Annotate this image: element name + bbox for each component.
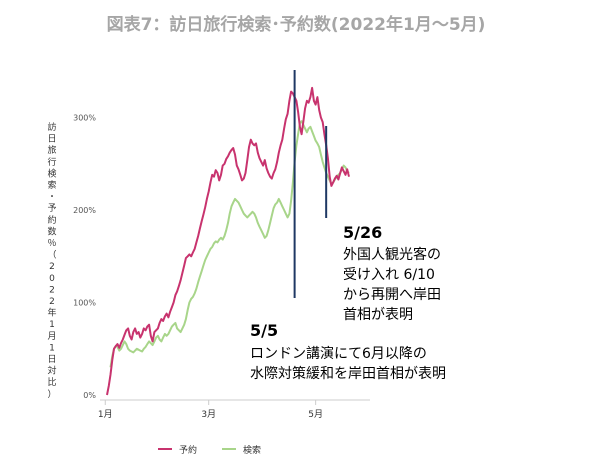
x-tick-label: 5月: [308, 409, 323, 420]
y-axis-label-char: 対: [47, 365, 56, 377]
y-axis-label-char: 2: [49, 262, 55, 272]
annotation-date: 5/5: [250, 321, 278, 340]
y-axis-label-char: 検: [47, 167, 56, 179]
y-axis-label-char: 1: [49, 320, 55, 330]
legend-label: 予約: [179, 444, 197, 456]
y-tick-label: 0%: [83, 391, 96, 400]
y-axis-label-char: ）: [47, 389, 56, 400]
series-line-search: [109, 120, 350, 368]
series-lines: [106, 86, 350, 396]
series-line-reservation: [106, 86, 350, 396]
annotation-text: から再開へ岸田: [343, 287, 441, 303]
y-axis-label-char: ％: [47, 238, 56, 249]
annotation-text: 外国人観光客の: [343, 246, 441, 263]
y-axis-label-char: 月: [47, 331, 56, 342]
y-axis-label-char: 2: [49, 297, 55, 307]
y-axis-label-char: 行: [47, 156, 56, 168]
annotation-markers: [293, 70, 328, 298]
x-tick-label: 1月: [98, 409, 113, 420]
annotation-text: 受け入れ 6/10: [343, 267, 435, 283]
chart-title: 図表7：訪日旅行検索･予約数(2022年1月～5月): [107, 14, 486, 35]
x-axis: 1月 3月 5月: [98, 399, 370, 420]
annotation-date: 5/26: [343, 223, 382, 242]
y-tick-label: 100%: [73, 299, 96, 308]
y-axis-label-char: 比: [47, 376, 56, 388]
y-axis-label-char: （: [47, 250, 56, 261]
y-axis-label-char: 年: [47, 307, 56, 319]
y-axis-label-char: 日: [47, 134, 56, 145]
y-axis-ticks: 0% 100% 200% 300%: [73, 114, 96, 401]
y-axis-label-char: 予: [47, 203, 56, 214]
y-axis-label-char: 1: [49, 343, 55, 353]
y-axis-label-char: 訪: [47, 121, 56, 133]
y-tick-label: 300%: [73, 114, 96, 123]
y-axis-label-char: 索: [47, 179, 56, 191]
y-axis-label-char: 日: [47, 354, 56, 365]
y-axis-label-char: ・: [47, 193, 56, 203]
y-axis-label-char: 約: [47, 214, 56, 226]
y-axis-label-char: 数: [47, 225, 56, 237]
legend-label: 検索: [243, 444, 261, 456]
y-axis-label-char: 旅: [47, 144, 56, 156]
y-axis-label-char: 0: [49, 274, 55, 284]
y-tick-label: 200%: [73, 206, 96, 215]
legend: 予約 検索: [158, 444, 261, 456]
annotation-text: 首相が表明: [343, 307, 413, 323]
annotation-text: ロンドン講演にて6月以降の: [250, 346, 427, 362]
y-axis-label-char: 2: [49, 285, 55, 295]
annotation-text: 水際対策緩和を岸田首相が表明: [250, 365, 446, 382]
x-tick-label: 3月: [201, 409, 216, 420]
